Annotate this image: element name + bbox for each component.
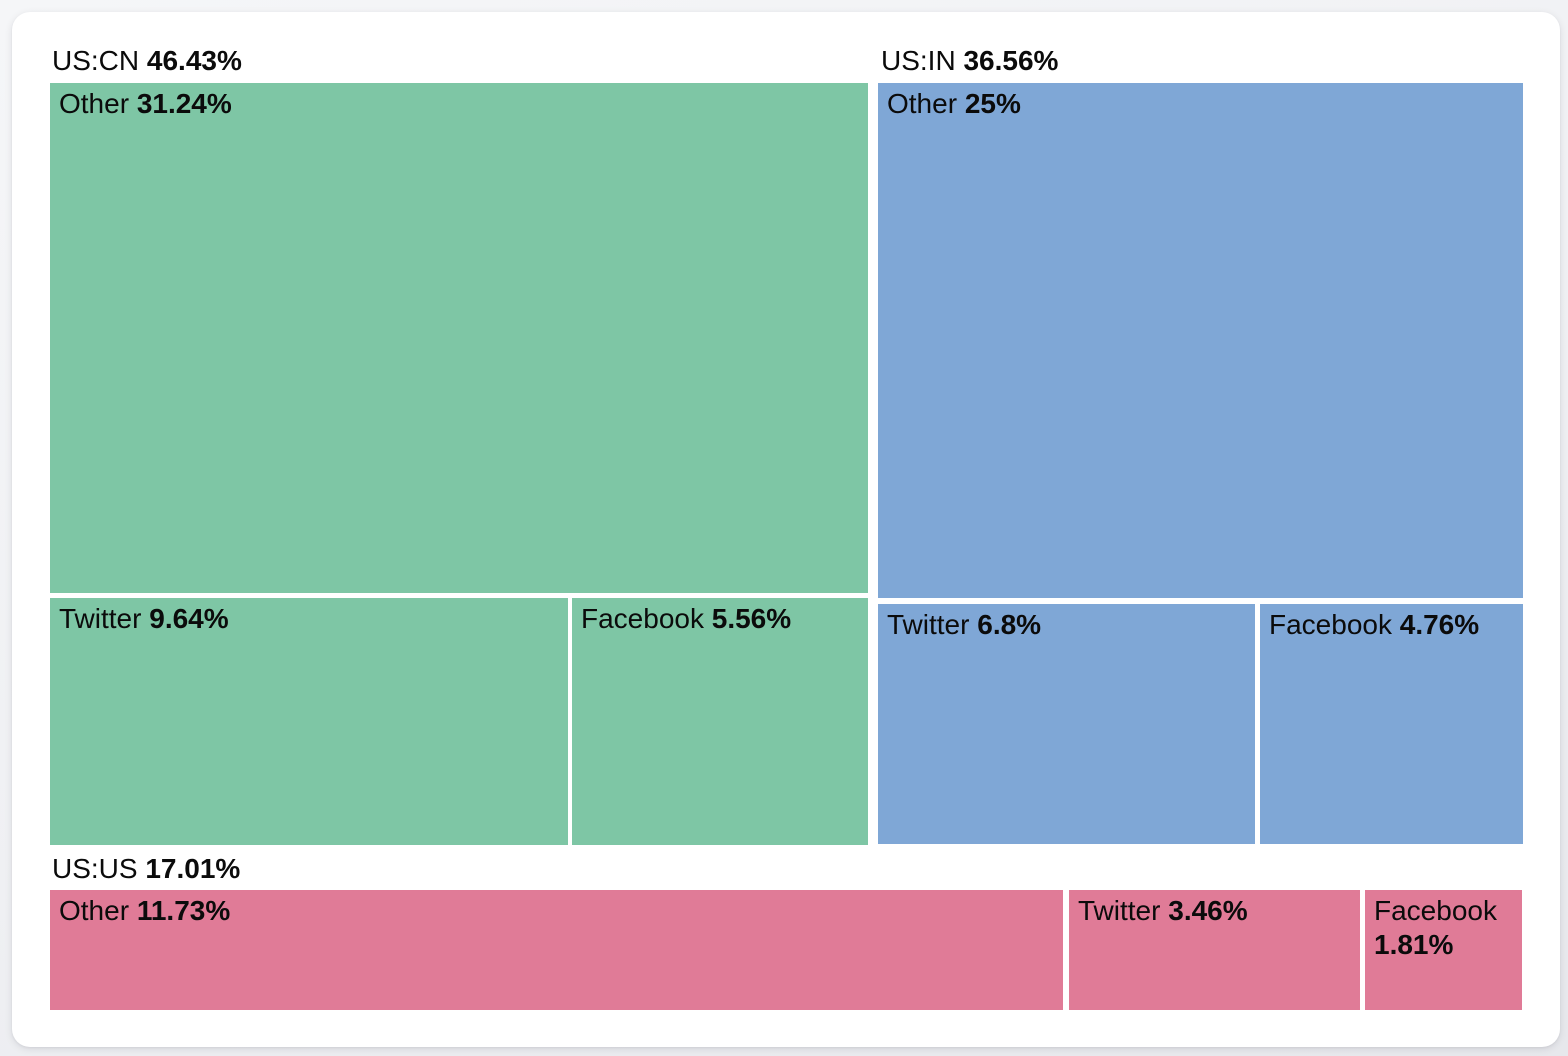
cell-value: 4.76% xyxy=(1399,609,1480,640)
cell-value: 1.81% xyxy=(1374,929,1454,960)
cell-value: 9.64% xyxy=(149,603,229,634)
cell-value: 6.8% xyxy=(977,609,1042,640)
cell-label: Twitter xyxy=(887,609,970,640)
cell-value: 11.73% xyxy=(136,895,231,926)
treemap-cell-us-cn-twitter[interactable]: Twitter 9.64% xyxy=(50,598,568,845)
cell-value: 3.46% xyxy=(1168,895,1248,926)
group-value: 46.43% xyxy=(146,45,242,76)
treemap-cell-us-cn-other[interactable]: Other 31.24% xyxy=(50,83,868,593)
cell-label: Twitter xyxy=(1078,895,1161,926)
treemap-cell-us-cn-facebook[interactable]: Facebook 5.56% xyxy=(572,598,868,845)
treemap-chart-card: US:CN 46.43% Other 31.24% Twitter 9.64% … xyxy=(12,12,1560,1047)
group-label: US:CN xyxy=(52,45,140,76)
cell-label: Other xyxy=(59,895,130,926)
group-header-us-cn: US:CN 46.43% xyxy=(52,44,242,78)
cell-label: Facebook xyxy=(1374,895,1497,926)
treemap-cell-us-in-other[interactable]: Other 25% xyxy=(878,83,1523,598)
cell-value: 5.56% xyxy=(711,603,792,634)
group-header-us-us: US:US 17.01% xyxy=(52,852,240,886)
treemap-cell-us-in-twitter[interactable]: Twitter 6.8% xyxy=(878,604,1255,844)
group-value: 36.56% xyxy=(963,45,1059,76)
cell-label: Other xyxy=(59,88,130,119)
group-value: 17.01% xyxy=(145,853,241,884)
cell-label: Twitter xyxy=(59,603,142,634)
treemap-cell-us-in-facebook[interactable]: Facebook 4.76% xyxy=(1260,604,1523,844)
group-label: US:IN xyxy=(881,45,956,76)
cell-value: 31.24% xyxy=(136,88,232,119)
treemap-cell-us-us-twitter[interactable]: Twitter 3.46% xyxy=(1069,890,1360,1010)
cell-label: Other xyxy=(887,88,958,119)
treemap-cell-us-us-facebook[interactable]: Facebook 1.81% xyxy=(1365,890,1522,1010)
cell-label: Facebook xyxy=(1269,609,1392,640)
treemap-cell-us-us-other[interactable]: Other 11.73% xyxy=(50,890,1063,1010)
group-header-us-in: US:IN 36.56% xyxy=(881,44,1058,78)
cell-label: Facebook xyxy=(581,603,704,634)
cell-value: 25% xyxy=(964,88,1021,119)
group-label: US:US xyxy=(52,853,138,884)
